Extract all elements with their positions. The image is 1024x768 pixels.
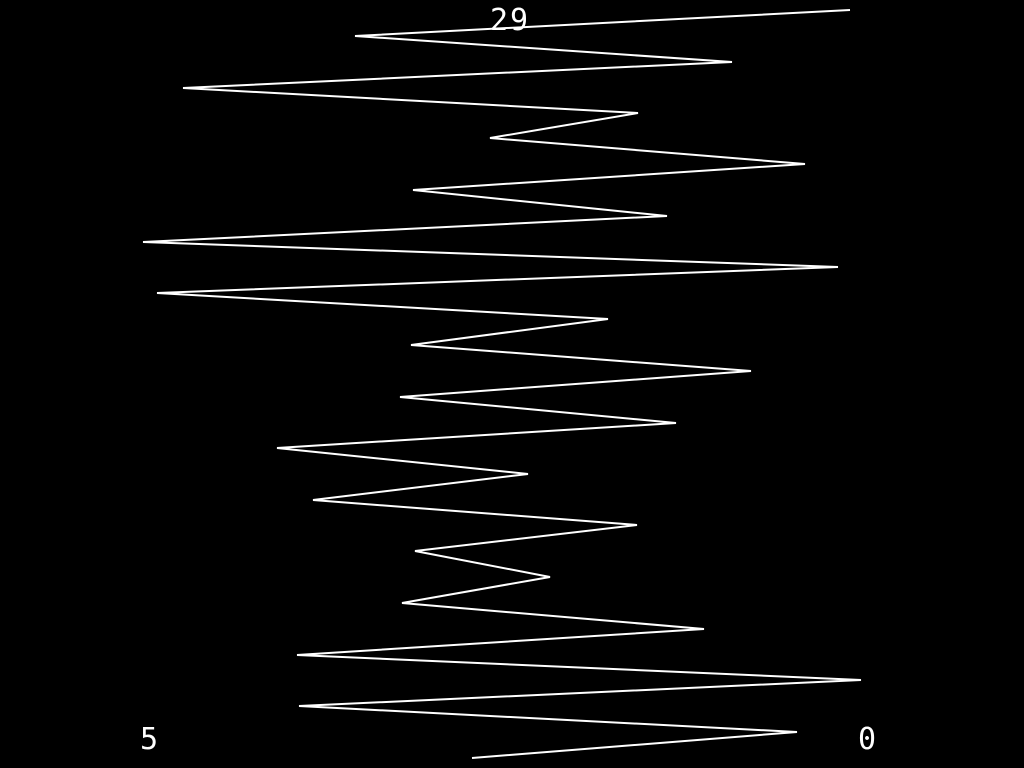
left-score: 5 [140,722,161,757]
timer-display: 29 [490,3,531,38]
right-score: 0 [858,722,879,757]
zigzag-track-line [142,9,862,759]
